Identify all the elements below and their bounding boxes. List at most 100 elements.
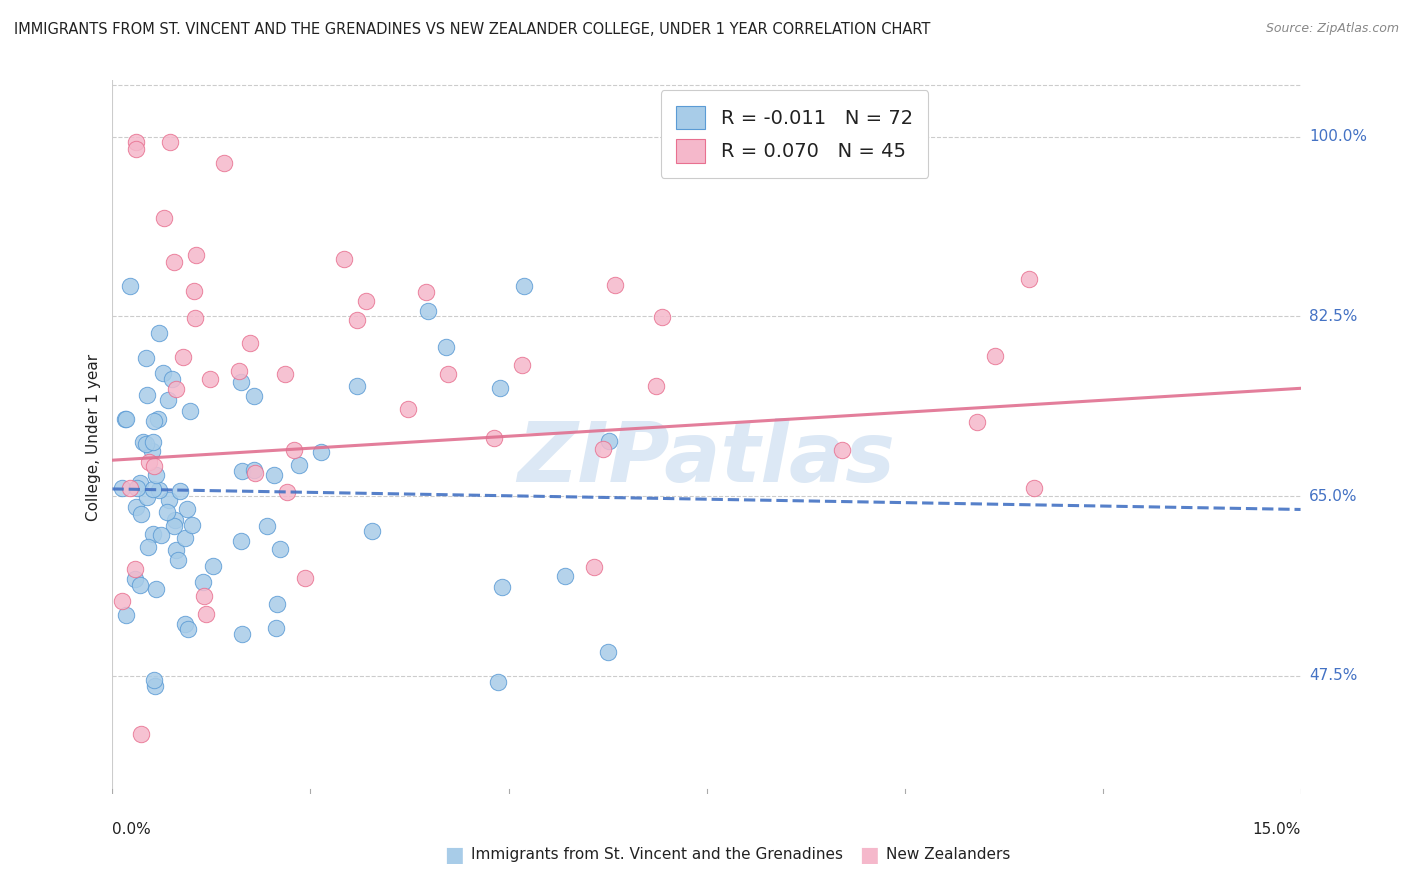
Point [283, 442, 305, 457]
Point [142, 414, 165, 428]
Point [288, 458, 311, 473]
Point [136, 491, 159, 505]
Point [115, 607, 138, 622]
Point [510, 358, 533, 372]
Point [592, 442, 614, 456]
Point [114, 411, 136, 425]
Text: Immigrants from St. Vincent and the Grenadines: Immigrants from St. Vincent and the Gren… [471, 847, 844, 862]
Point [114, 412, 136, 426]
Point [125, 142, 148, 156]
Point [966, 415, 988, 429]
Point [110, 593, 132, 607]
Text: 0.0%: 0.0% [112, 822, 152, 837]
Point [582, 560, 605, 574]
Point [145, 679, 167, 693]
Point [415, 285, 437, 299]
Point [603, 278, 626, 293]
Point [229, 534, 252, 549]
Point [243, 463, 266, 477]
Point [157, 392, 180, 407]
Point [142, 435, 165, 450]
Point [645, 379, 668, 393]
Point [163, 255, 186, 269]
Point [169, 484, 191, 499]
Point [333, 252, 356, 266]
Point [136, 540, 159, 554]
Point [165, 383, 187, 397]
Point [132, 434, 155, 449]
Point [486, 674, 509, 689]
Point [482, 431, 505, 445]
Point [111, 481, 134, 495]
Point [129, 727, 152, 741]
Point [179, 404, 201, 418]
Point [346, 313, 368, 327]
Text: ZIPatlas: ZIPatlas [517, 418, 896, 499]
Point [142, 482, 165, 496]
Text: 47.5%: 47.5% [1309, 668, 1357, 683]
Text: ■: ■ [859, 845, 879, 864]
Legend: R = -0.011   N = 72, R = 0.070   N = 45: R = -0.011 N = 72, R = 0.070 N = 45 [661, 90, 928, 178]
Point [135, 388, 157, 402]
Point [294, 571, 316, 585]
Point [396, 402, 419, 417]
Text: 100.0%: 100.0% [1309, 129, 1367, 145]
Point [831, 442, 853, 457]
Point [172, 350, 194, 364]
Point [152, 366, 174, 380]
Point [229, 375, 252, 389]
Point [437, 367, 460, 381]
Point [231, 464, 253, 478]
Text: 15.0%: 15.0% [1253, 822, 1301, 837]
Point [124, 500, 146, 514]
Point [141, 443, 163, 458]
Point [129, 475, 152, 490]
Point [183, 284, 205, 298]
Point [124, 573, 146, 587]
Point [165, 543, 187, 558]
Point [191, 574, 214, 589]
Point [157, 492, 180, 507]
Point [124, 562, 146, 576]
Point [651, 310, 673, 324]
Point [156, 505, 179, 519]
Point [118, 278, 141, 293]
Point [143, 673, 166, 687]
Point [1018, 271, 1040, 285]
Point [243, 388, 266, 402]
Point [360, 524, 382, 539]
Point [152, 211, 174, 226]
Point [128, 578, 150, 592]
Point [231, 627, 253, 641]
Point [166, 553, 188, 567]
Point [346, 379, 368, 393]
Point [195, 607, 218, 621]
Point [159, 135, 181, 149]
Point [245, 466, 267, 480]
Point [142, 527, 165, 541]
Point [165, 512, 187, 526]
Point [416, 303, 439, 318]
Point [202, 559, 225, 574]
Point [434, 340, 457, 354]
Text: New Zealanders: New Zealanders [886, 847, 1010, 862]
Point [146, 412, 169, 426]
Point [145, 468, 167, 483]
Point [256, 519, 278, 533]
Point [176, 502, 198, 516]
Text: Source: ZipAtlas.com: Source: ZipAtlas.com [1265, 22, 1399, 36]
Point [239, 335, 262, 350]
Point [135, 351, 157, 365]
Point [163, 519, 186, 533]
Point [174, 617, 197, 632]
Point [135, 437, 157, 451]
Point [598, 434, 620, 449]
Point [148, 326, 170, 340]
Point [200, 372, 222, 386]
Point [138, 455, 160, 469]
Point [598, 645, 620, 659]
Point [228, 363, 250, 377]
Text: IMMIGRANTS FROM ST. VINCENT AND THE GRENADINES VS NEW ZEALANDER COLLEGE, UNDER 1: IMMIGRANTS FROM ST. VINCENT AND THE GREN… [14, 22, 931, 37]
Y-axis label: College, Under 1 year: College, Under 1 year [86, 353, 101, 521]
Point [1022, 481, 1045, 495]
